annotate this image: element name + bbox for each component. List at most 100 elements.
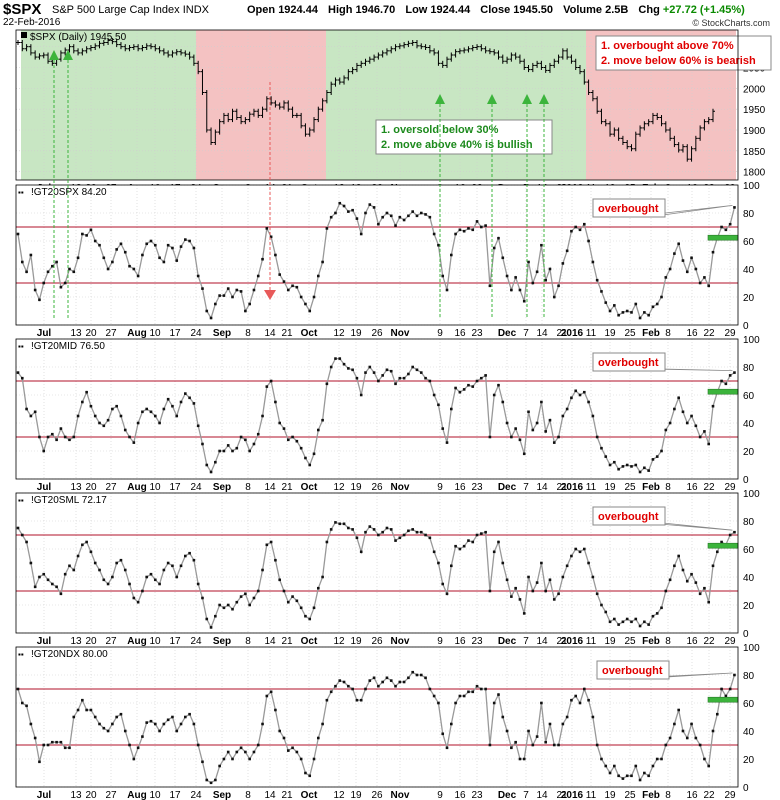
data-point [630,311,633,314]
data-point [677,242,680,246]
x-tick-label: 21 [281,328,293,339]
data-point [608,771,612,775]
x-tick-label: Aug [127,636,146,647]
data-point [312,295,316,299]
data-point [634,463,638,467]
data-point [458,228,462,232]
x-tick-label: 29 [724,328,736,339]
x-tick-label: 19 [350,790,362,800]
data-point [368,365,372,369]
data-point [51,740,54,744]
data-point [441,732,445,736]
data-point [29,253,33,257]
data-point [518,288,522,292]
x-tick-label: Aug [127,328,146,339]
data-point [136,274,140,278]
data-point [329,690,333,694]
data-point [222,757,226,761]
x-tick-label: 7 [523,636,529,647]
data-point [385,526,389,530]
data-point [673,722,676,726]
data-point [175,414,179,418]
data-point [582,390,586,394]
x-tick-label: 13 [70,328,82,339]
data-point [604,610,608,614]
data-point [673,564,676,568]
data-point [398,215,402,219]
callout-box [592,198,666,218]
x-tick-label: 12 [333,636,345,647]
data-point [535,581,539,584]
x-tick-label: Oct [301,636,318,647]
x-tick-label: 9 [437,636,443,647]
buy-signal-arrow [49,50,59,60]
data-point [209,781,213,785]
data-point [248,603,251,607]
data-point [540,561,543,565]
data-point [184,238,187,241]
data-point [617,623,620,626]
x-tick-label: 16 [686,790,698,800]
x-tick-label: 11 [586,328,597,339]
level-marker [707,234,739,241]
data-point [188,396,191,400]
legend-swatch: ▪▪ [18,342,24,351]
data-point [441,274,445,278]
x-tick-label: 14 [536,636,548,647]
data-point [192,402,196,405]
data-point [480,687,483,691]
x-tick-label: 25 [624,328,636,339]
data-point [437,243,440,247]
data-point [325,227,329,230]
data-point [647,313,650,317]
data-point [209,626,213,629]
data-point [158,256,161,260]
data-point [535,735,539,738]
data-point [184,392,187,395]
x-tick-label: 13 [70,482,82,493]
data-point [394,684,397,688]
data-point [643,311,646,314]
x-tick-label: 17 [169,482,181,493]
data-point [492,701,496,705]
data-point [613,304,616,307]
data-point [351,208,354,212]
x-tick-label: 21 [281,790,293,800]
data-point [68,438,71,442]
x-tick-label: 8 [665,790,671,800]
panel-title: !GT20SPX 84.20 [31,187,107,198]
data-point [587,561,590,565]
data-point [338,201,342,205]
quote-date: 22-Feb-2016 [3,17,61,28]
data-point [295,439,299,443]
data-point [437,701,440,705]
data-point [514,586,517,590]
data-point [364,530,367,534]
data-point [432,393,436,397]
data-point [81,543,84,547]
data-point [419,371,423,374]
data-point [171,404,174,408]
data-point [535,270,539,274]
data-point [359,232,363,236]
x-tick-label: 22 [703,790,715,800]
data-point [415,368,419,372]
data-point [46,435,50,439]
data-point [441,582,445,586]
x-tick-label: 20 [85,482,97,493]
x-tick-label: 29 [724,482,736,493]
data-point [102,578,106,582]
data-point [415,673,419,677]
data-point [673,252,676,255]
data-point [621,620,625,624]
data-point [235,446,239,450]
data-point [128,264,131,268]
data-point [55,438,58,442]
data-point [458,390,462,394]
panel-title: $SPX (Daily) 1945.50 [30,32,127,43]
data-point [25,704,28,708]
data-point [600,446,603,450]
x-tick-label: 19 [604,328,616,339]
data-point [72,270,76,274]
